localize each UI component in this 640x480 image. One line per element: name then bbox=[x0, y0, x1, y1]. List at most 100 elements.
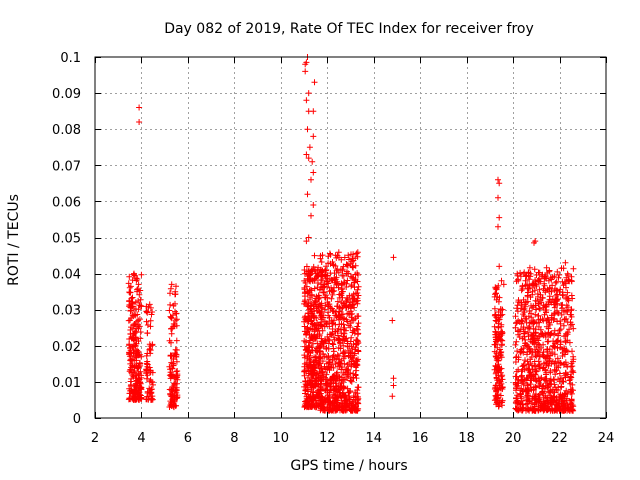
data-point bbox=[492, 370, 499, 377]
data-point bbox=[144, 309, 150, 315]
data-point bbox=[522, 357, 528, 364]
data-point bbox=[340, 342, 347, 349]
data-point bbox=[491, 348, 498, 355]
data-point bbox=[561, 316, 568, 323]
data-point bbox=[343, 303, 350, 310]
data-point bbox=[307, 379, 314, 386]
data-point bbox=[540, 332, 547, 339]
data-point bbox=[566, 326, 573, 333]
data-point bbox=[495, 309, 502, 315]
data-point bbox=[168, 387, 175, 394]
ticks-layer bbox=[95, 57, 607, 419]
data-point bbox=[553, 278, 560, 285]
data-point bbox=[344, 371, 351, 378]
x-tick-label: 20 bbox=[505, 431, 522, 446]
data-point bbox=[520, 362, 527, 369]
data-point bbox=[133, 387, 140, 394]
data-point bbox=[173, 358, 180, 365]
data-point bbox=[552, 279, 559, 286]
data-point bbox=[535, 396, 542, 403]
data-point bbox=[333, 281, 340, 288]
data-point bbox=[515, 297, 522, 304]
data-point bbox=[321, 289, 328, 295]
data-point bbox=[344, 385, 351, 392]
data-point bbox=[527, 285, 533, 291]
data-point bbox=[519, 407, 526, 414]
data-point bbox=[136, 104, 143, 111]
data-point bbox=[553, 367, 560, 374]
data-point bbox=[350, 355, 357, 362]
data-point bbox=[325, 280, 332, 287]
data-point bbox=[138, 394, 145, 401]
data-point bbox=[540, 390, 547, 397]
data-point bbox=[539, 389, 546, 396]
data-point bbox=[307, 286, 314, 293]
data-point bbox=[496, 366, 503, 373]
data-point bbox=[144, 358, 151, 365]
data-point bbox=[134, 276, 141, 282]
data-point bbox=[304, 328, 311, 335]
data-point bbox=[317, 312, 324, 319]
x-tick-labels: 2 4 6 8 10 12 14 16 18 20 22 24 bbox=[91, 431, 614, 446]
data-point bbox=[146, 301, 153, 308]
data-point bbox=[520, 388, 527, 395]
data-point bbox=[525, 269, 532, 276]
data-point bbox=[541, 280, 548, 287]
x-tick-label: 8 bbox=[230, 431, 238, 446]
data-point bbox=[311, 297, 318, 304]
data-point bbox=[534, 291, 541, 297]
data-point bbox=[349, 317, 356, 324]
data-point bbox=[563, 361, 570, 368]
data-point bbox=[349, 292, 355, 299]
data-point bbox=[303, 368, 310, 375]
x-tick-label: 24 bbox=[598, 431, 615, 446]
data-point bbox=[301, 267, 308, 273]
data-point bbox=[301, 318, 308, 325]
data-point bbox=[131, 321, 138, 327]
data-point bbox=[558, 311, 565, 318]
data-point bbox=[168, 281, 175, 288]
data-point bbox=[352, 276, 359, 283]
data-point bbox=[522, 273, 529, 279]
data-point bbox=[549, 282, 556, 289]
data-point bbox=[496, 316, 503, 323]
data-point bbox=[309, 371, 316, 378]
data-point bbox=[343, 298, 350, 305]
data-point bbox=[494, 336, 501, 343]
data-point bbox=[557, 320, 564, 327]
data-point bbox=[517, 326, 524, 333]
data-point bbox=[326, 331, 333, 338]
data-point bbox=[335, 269, 342, 276]
data-point bbox=[491, 305, 498, 312]
data-point bbox=[531, 358, 538, 365]
x-tick-label: 14 bbox=[365, 431, 382, 446]
data-point bbox=[523, 365, 530, 372]
data-point bbox=[332, 328, 339, 335]
data-point bbox=[137, 329, 144, 335]
data-point bbox=[310, 169, 317, 176]
data-point bbox=[526, 348, 533, 355]
data-point bbox=[171, 380, 178, 387]
data-point bbox=[491, 323, 498, 330]
data-point bbox=[324, 294, 331, 301]
data-point bbox=[528, 354, 535, 360]
data-point bbox=[354, 390, 361, 397]
data-point bbox=[519, 283, 526, 290]
data-point bbox=[547, 330, 554, 337]
data-point bbox=[491, 397, 498, 404]
x-tick-label: 10 bbox=[273, 431, 290, 446]
data-point bbox=[136, 323, 143, 330]
data-point bbox=[549, 395, 556, 402]
data-point bbox=[545, 298, 552, 305]
data-point bbox=[519, 363, 526, 370]
data-point bbox=[563, 284, 569, 291]
data-point bbox=[144, 322, 151, 328]
data-point bbox=[513, 338, 520, 345]
data-point bbox=[389, 317, 396, 324]
data-point bbox=[329, 320, 336, 327]
data-point bbox=[498, 342, 505, 349]
data-point bbox=[555, 387, 561, 394]
y-tick-label: 0.06 bbox=[52, 195, 81, 210]
data-point bbox=[336, 308, 342, 315]
data-point bbox=[134, 380, 141, 386]
